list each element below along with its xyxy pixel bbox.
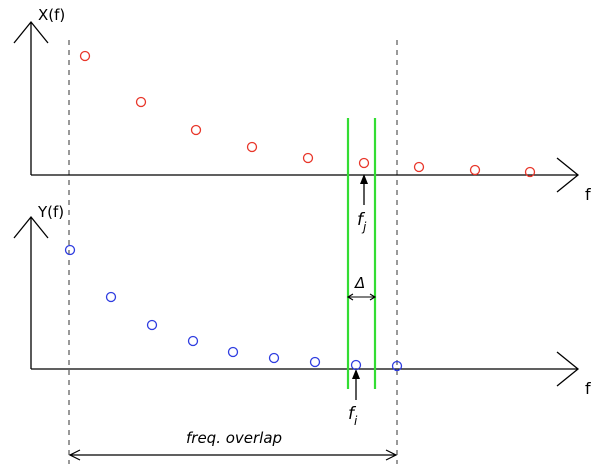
fi-label: fi	[348, 404, 358, 428]
y-sample-point	[64, 244, 76, 256]
top-y-axis-label: X(f)	[38, 6, 65, 24]
x-sample-point	[246, 141, 258, 153]
freq-overlap-label: freq. overlap	[186, 429, 282, 447]
delta-label: Δ	[354, 274, 365, 292]
x-sample-point	[135, 96, 147, 108]
fj-label: fj	[357, 210, 367, 234]
freq-overlap-arrowhead-left	[68, 449, 81, 461]
y-sample-point	[146, 319, 158, 331]
x-sample-point	[413, 161, 425, 173]
y-sample-point	[227, 346, 239, 358]
fi-subscript: i	[354, 414, 358, 428]
y-sample-point	[309, 356, 321, 368]
top-x-axis-label: f	[585, 185, 591, 204]
top-x-axis-arrowhead	[556, 157, 580, 193]
fi-pointer-head	[352, 369, 360, 379]
freq-overlap-arrowhead-right	[385, 449, 398, 461]
top-y-axis-arrowhead	[13, 20, 49, 44]
fj-letter: f	[357, 210, 366, 230]
x-spectrum-samples	[79, 50, 536, 178]
x-sample-point	[469, 164, 481, 176]
y-sample-point	[350, 359, 362, 371]
y-sample-point	[105, 291, 117, 303]
bottom-x-axis-arrowhead	[556, 351, 580, 387]
x-sample-point	[524, 166, 536, 178]
delta-arrowhead-right	[369, 293, 377, 301]
bottom-y-axis-arrowhead	[13, 215, 49, 239]
bottom-y-axis-label: Y(f)	[37, 203, 64, 221]
y-spectrum-samples	[64, 244, 403, 372]
y-sample-point	[187, 335, 199, 347]
x-sample-point	[302, 152, 314, 164]
x-sample-point	[190, 124, 202, 136]
fj-subscript: j	[361, 220, 367, 234]
delta-arrowhead-left	[346, 293, 354, 301]
fj-pointer-head	[360, 174, 368, 184]
y-sample-point	[391, 360, 403, 372]
fi-letter: f	[348, 404, 357, 424]
bottom-x-axis-label: f	[585, 379, 591, 398]
x-sample-point	[358, 157, 370, 169]
x-sample-point	[79, 50, 91, 62]
y-sample-point	[268, 352, 280, 364]
